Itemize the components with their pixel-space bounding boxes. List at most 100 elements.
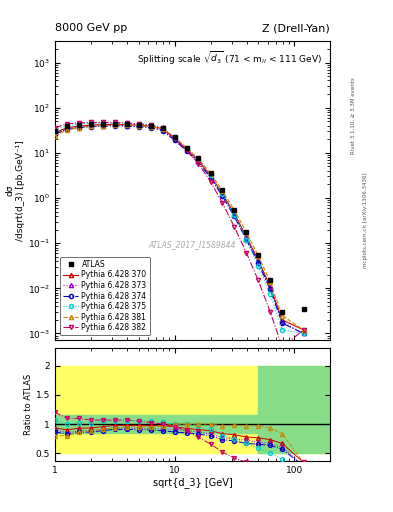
Pythia 6.428 374: [208, 175, 213, 181]
Pythia 6.428 373: [89, 123, 94, 129]
Pythia 6.428 381: [301, 327, 306, 333]
Pythia 6.428 381: [136, 122, 141, 129]
Text: 8000 GeV pp: 8000 GeV pp: [55, 24, 127, 33]
Pythia 6.428 374: [112, 122, 117, 129]
Pythia 6.428 370: [301, 327, 306, 333]
Pythia 6.428 382: [301, 327, 306, 333]
Pythia 6.428 382: [148, 122, 153, 128]
Bar: [55, 366, 330, 453]
ATLAS: [268, 278, 273, 284]
Pythia 6.428 382: [124, 120, 129, 126]
Pythia 6.428 382: [112, 119, 117, 125]
Pythia 6.428 381: [184, 144, 189, 151]
ATLAS: [184, 144, 189, 151]
Pythia 6.428 373: [148, 124, 153, 130]
Pythia 6.428 370: [196, 157, 201, 163]
ATLAS: [280, 309, 285, 315]
Pythia 6.428 381: [280, 312, 285, 318]
Pythia 6.428 382: [172, 135, 177, 141]
Pythia 6.428 382: [184, 147, 189, 153]
Pythia 6.428 382: [101, 119, 105, 125]
Pythia 6.428 374: [268, 286, 273, 292]
Pythia 6.428 373: [112, 122, 117, 128]
Pythia 6.428 370: [148, 123, 153, 129]
Line: Pythia 6.428 381: Pythia 6.428 381: [53, 123, 306, 332]
ATLAS: [256, 252, 261, 258]
ATLAS: [124, 121, 129, 127]
Pythia 6.428 370: [112, 121, 117, 127]
Pythia 6.428 373: [244, 235, 249, 241]
Pythia 6.428 375: [101, 120, 105, 126]
Pythia 6.428 382: [256, 278, 261, 284]
Pythia 6.428 381: [268, 279, 273, 285]
Pythia 6.428 370: [65, 124, 70, 131]
X-axis label: sqrt{d_3} [GeV]: sqrt{d_3} [GeV]: [153, 477, 232, 488]
Pythia 6.428 375: [136, 121, 141, 127]
Pythia 6.428 381: [101, 122, 105, 129]
Pythia 6.428 373: [196, 158, 201, 164]
Pythia 6.428 382: [89, 119, 94, 125]
Bar: [258, 366, 330, 453]
Pythia 6.428 381: [220, 187, 225, 194]
ATLAS: [76, 122, 81, 128]
Pythia 6.428 381: [196, 156, 201, 162]
Pythia 6.428 374: [76, 124, 81, 131]
Text: mcplots.cern.ch [arXiv:1306.3436]: mcplots.cern.ch [arXiv:1306.3436]: [363, 173, 368, 268]
Pythia 6.428 381: [232, 207, 237, 213]
Line: Pythia 6.428 373: Pythia 6.428 373: [53, 123, 306, 335]
Pythia 6.428 374: [244, 237, 249, 243]
Pythia 6.428 374: [301, 330, 306, 336]
Pythia 6.428 374: [184, 148, 189, 154]
ATLAS: [65, 122, 70, 129]
Pythia 6.428 373: [301, 330, 306, 336]
Pythia 6.428 370: [89, 122, 94, 128]
Pythia 6.428 373: [220, 192, 225, 198]
Pythia 6.428 382: [268, 309, 273, 315]
ATLAS: [53, 128, 57, 134]
Pythia 6.428 370: [244, 233, 249, 240]
Pythia 6.428 381: [208, 170, 213, 177]
ATLAS: [160, 125, 165, 132]
Legend: ATLAS, Pythia 6.428 370, Pythia 6.428 373, Pythia 6.428 374, Pythia 6.428 375, P: ATLAS, Pythia 6.428 370, Pythia 6.428 37…: [60, 257, 150, 335]
Pythia 6.428 381: [65, 127, 70, 133]
Line: Pythia 6.428 382: Pythia 6.428 382: [53, 120, 306, 349]
ATLAS: [148, 122, 153, 129]
Text: ATLAS_2017_I1589844: ATLAS_2017_I1589844: [149, 240, 236, 249]
Pythia 6.428 375: [112, 120, 117, 126]
Pythia 6.428 375: [160, 124, 165, 131]
Pythia 6.428 374: [256, 260, 261, 266]
Pythia 6.428 370: [53, 130, 57, 136]
Pythia 6.428 370: [101, 122, 105, 128]
Pythia 6.428 382: [280, 344, 285, 350]
Line: Pythia 6.428 374: Pythia 6.428 374: [53, 123, 306, 335]
Pythia 6.428 375: [76, 121, 81, 127]
Pythia 6.428 370: [160, 126, 165, 132]
Pythia 6.428 375: [148, 122, 153, 128]
ATLAS: [136, 122, 141, 128]
ATLAS: [208, 170, 213, 177]
Pythia 6.428 370: [280, 317, 285, 323]
Pythia 6.428 374: [280, 320, 285, 326]
Pythia 6.428 375: [172, 134, 177, 140]
Pythia 6.428 374: [124, 123, 129, 129]
Pythia 6.428 370: [256, 257, 261, 263]
Pythia 6.428 375: [184, 144, 189, 151]
Pythia 6.428 381: [256, 252, 261, 259]
Pythia 6.428 373: [232, 212, 237, 219]
Pythia 6.428 382: [136, 121, 141, 127]
Pythia 6.428 374: [136, 123, 141, 130]
Bar: [55, 415, 258, 433]
Pythia 6.428 382: [208, 179, 213, 185]
Pythia 6.428 382: [196, 160, 201, 166]
Pythia 6.428 370: [268, 283, 273, 289]
Pythia 6.428 374: [65, 126, 70, 133]
Pythia 6.428 381: [89, 123, 94, 129]
Pythia 6.428 373: [208, 174, 213, 180]
Text: Splitting scale $\sqrt{d_3}$ (71 < m$_{ll}$ < 111 GeV): Splitting scale $\sqrt{d_3}$ (71 < m$_{l…: [137, 50, 322, 67]
Pythia 6.428 381: [124, 122, 129, 128]
Pythia 6.428 381: [160, 126, 165, 132]
Pythia 6.428 370: [208, 173, 213, 179]
Pythia 6.428 375: [244, 237, 249, 243]
Pythia 6.428 373: [256, 259, 261, 265]
Pythia 6.428 374: [148, 124, 153, 131]
